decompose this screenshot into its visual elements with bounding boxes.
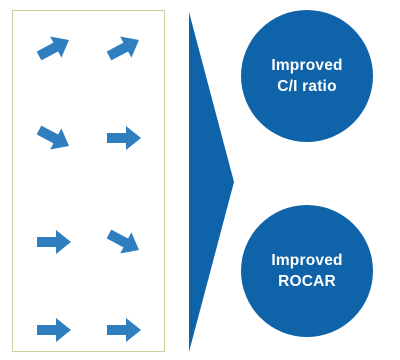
outcome-label-line1: Improved <box>271 57 343 74</box>
arrow-icon <box>36 125 70 150</box>
arrow-icon <box>106 36 140 61</box>
outcome-circle-ci-ratio: Improved C/I ratio <box>241 10 373 142</box>
outcome-label-line2: ROCAR <box>278 273 336 290</box>
arrow-icon <box>106 229 140 254</box>
outcome-label-line1: Improved <box>271 252 343 269</box>
outcome-label-line2: C/I ratio <box>277 78 337 95</box>
outcome-circle-rocar: Improved ROCAR <box>241 205 373 337</box>
arrow-icon <box>36 36 70 61</box>
arrow-icon <box>37 318 71 342</box>
arrow-grid-frame <box>12 10 165 352</box>
arrow-icon <box>37 230 71 254</box>
arrow-icon <box>107 318 141 342</box>
chevron-arrow-icon <box>189 12 234 352</box>
arrow-icon <box>107 126 141 150</box>
